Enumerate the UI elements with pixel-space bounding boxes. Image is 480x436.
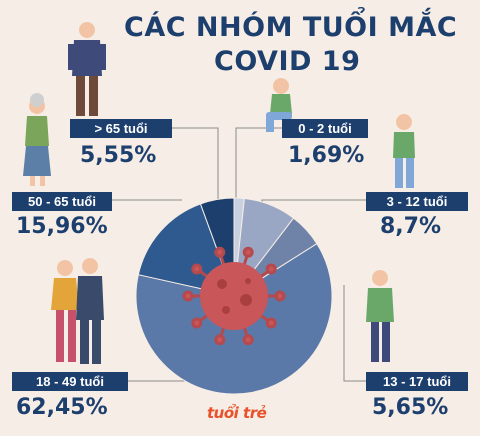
percent-13-17: 5,65% bbox=[372, 395, 449, 420]
title-line-1: CÁC NHÓM TUỔI MẮC bbox=[124, 12, 458, 43]
connector-over65 bbox=[172, 127, 219, 210]
teen-illustration bbox=[366, 270, 394, 362]
virus-spike-tip bbox=[265, 317, 277, 329]
virus-spike-tip bbox=[214, 334, 226, 346]
label-50-65: 50 - 65 tuổi bbox=[12, 192, 112, 211]
virus-spike-tip bbox=[274, 290, 286, 302]
percent-over-65: 5,55% bbox=[80, 143, 157, 168]
elderly-man-illustration bbox=[68, 22, 106, 116]
virus-spike-tip bbox=[191, 263, 203, 275]
child-standing-illustration bbox=[393, 114, 415, 188]
virus-spike-tip bbox=[214, 246, 226, 258]
child-sitting-illustration bbox=[266, 78, 292, 132]
title-line-2: COVID 19 bbox=[214, 46, 361, 77]
connector-0-2 bbox=[235, 127, 282, 205]
virus-spike-tip bbox=[182, 290, 194, 302]
percent-50-65: 15,96% bbox=[16, 214, 108, 239]
label-over-65: > 65 tuổi bbox=[70, 119, 172, 138]
virus-icon bbox=[182, 246, 286, 346]
elderly-woman-illustration bbox=[23, 93, 51, 186]
couple-illustration bbox=[51, 258, 104, 364]
brand-logo: tuổi trẻ bbox=[207, 404, 267, 422]
label-18-49: 18 - 49 tuổi bbox=[12, 372, 128, 391]
percent-18-49: 62,45% bbox=[16, 395, 108, 420]
label-0-2: 0 - 2 tuổi bbox=[282, 119, 368, 138]
percent-0-2: 1,69% bbox=[288, 143, 365, 168]
virus-spike-tip bbox=[242, 246, 254, 258]
virus-spike-tip bbox=[265, 263, 277, 275]
label-13-17: 13 - 17 tuổi bbox=[366, 372, 468, 391]
label-3-12: 3 - 12 tuổi bbox=[366, 192, 468, 211]
connector-13-17 bbox=[343, 285, 366, 382]
percent-3-12: 8,7% bbox=[380, 214, 442, 239]
virus-spike-tip bbox=[191, 317, 203, 329]
virus-spike-tip bbox=[242, 334, 254, 346]
